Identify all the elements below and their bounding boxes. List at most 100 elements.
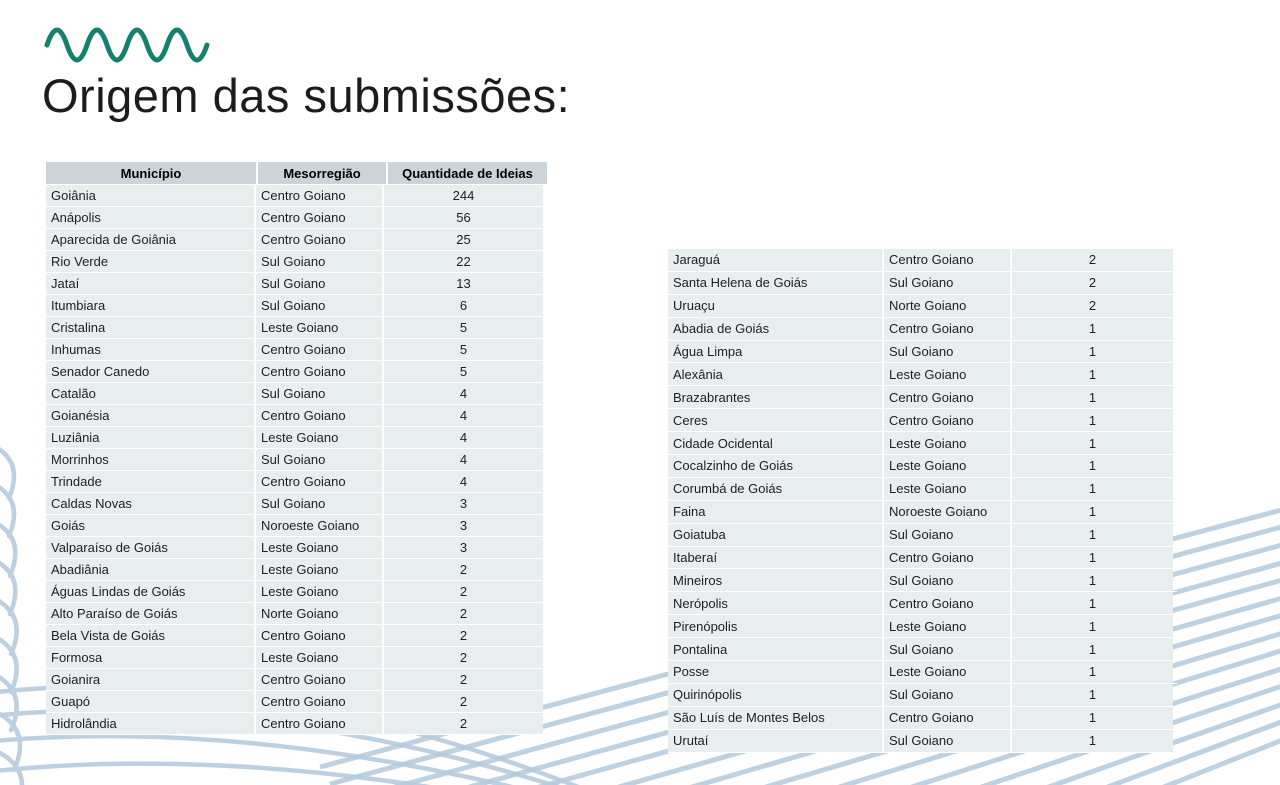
mesorregiao-cell: Centro Goiano — [256, 471, 384, 492]
mesorregiao-cell: Centro Goiano — [256, 185, 384, 206]
table-row: Nerópolis Centro Goiano 1 — [668, 592, 1177, 616]
table-row: Cristalina Leste Goiano 5 — [46, 317, 547, 339]
municipio-cell: Jataí — [46, 273, 256, 294]
mesorregiao-cell: Leste Goiano — [884, 477, 1012, 500]
quantidade-cell: 56 — [384, 207, 543, 228]
mesorregiao-cell: Centro Goiano — [256, 713, 384, 734]
table-row: Abadiânia Leste Goiano 2 — [46, 559, 547, 581]
mesorregiao-cell: Leste Goiano — [256, 317, 384, 338]
mesorregiao-cell: Centro Goiano — [884, 409, 1012, 432]
municipio-cell: Bela Vista de Goiás — [46, 625, 256, 646]
mesorregiao-cell: Sul Goiano — [256, 383, 384, 404]
mesorregiao-cell: Leste Goiano — [256, 427, 384, 448]
table-row: Catalão Sul Goiano 4 — [46, 383, 547, 405]
quantidade-cell: 1 — [1012, 706, 1173, 729]
table-row: Luziânia Leste Goiano 4 — [46, 427, 547, 449]
table-row: Águas Lindas de Goiás Leste Goiano 2 — [46, 581, 547, 603]
municipio-cell: Trindade — [46, 471, 256, 492]
municipio-cell: Água Limpa — [668, 340, 884, 363]
municipio-cell: Caldas Novas — [46, 493, 256, 514]
municipio-cell: Jaraguá — [668, 249, 884, 271]
table-row: Formosa Leste Goiano 2 — [46, 647, 547, 669]
mesorregiao-cell: Centro Goiano — [884, 249, 1012, 271]
mesorregiao-cell: Sul Goiano — [884, 271, 1012, 294]
table-row: Inhumas Centro Goiano 5 — [46, 339, 547, 361]
header-quantidade: Quantidade de Ideias — [388, 162, 547, 184]
table-row: Hidrolândia Centro Goiano 2 — [46, 713, 547, 735]
table-row: Trindade Centro Goiano 4 — [46, 471, 547, 493]
quantidade-cell: 2 — [384, 669, 543, 690]
quantidade-cell: 2 — [384, 713, 543, 734]
table-row: Morrinhos Sul Goiano 4 — [46, 449, 547, 471]
table-row: Jataí Sul Goiano 13 — [46, 273, 547, 295]
mesorregiao-cell: Centro Goiano — [256, 229, 384, 250]
mesorregiao-cell: Noroeste Goiano — [256, 515, 384, 536]
mesorregiao-cell: Sul Goiano — [884, 523, 1012, 546]
table-row: Alto Paraíso de Goiás Norte Goiano 2 — [46, 603, 547, 625]
table-row: São Luís de Montes Belos Centro Goiano 1 — [668, 706, 1177, 730]
quantidade-cell: 1 — [1012, 729, 1173, 752]
municipio-cell: Posse — [668, 661, 884, 683]
table-row: Uruaçu Norte Goiano 2 — [668, 294, 1177, 318]
quantidade-cell: 2 — [384, 559, 543, 580]
mesorregiao-cell: Leste Goiano — [256, 537, 384, 558]
quantidade-cell: 2 — [384, 581, 543, 602]
quantidade-cell: 1 — [1012, 500, 1173, 523]
page-title: Origem das submissões: — [42, 69, 571, 122]
table-row: Anápolis Centro Goiano 56 — [46, 207, 547, 229]
table-row: Corumbá de Goiás Leste Goiano 1 — [668, 477, 1177, 501]
municipio-cell: Santa Helena de Goiás — [668, 271, 884, 294]
quantidade-cell: 1 — [1012, 317, 1173, 340]
quantidade-cell: 1 — [1012, 569, 1173, 592]
mesorregiao-cell: Leste Goiano — [256, 647, 384, 668]
table-row: Valparaíso de Goiás Leste Goiano 3 — [46, 537, 547, 559]
quantidade-cell: 3 — [384, 493, 543, 514]
mesorregiao-cell: Leste Goiano — [884, 432, 1012, 455]
municipio-cell: Uruaçu — [668, 294, 884, 317]
municipio-cell: Goiás — [46, 515, 256, 536]
quantidade-cell: 2 — [1012, 294, 1173, 317]
mesorregiao-cell: Sul Goiano — [256, 295, 384, 316]
mesorregiao-cell: Centro Goiano — [256, 207, 384, 228]
municipio-cell: Pontalina — [668, 638, 884, 661]
municipio-cell: Alexânia — [668, 363, 884, 386]
quantidade-cell: 1 — [1012, 340, 1173, 363]
quantidade-cell: 2 — [384, 625, 543, 646]
table-row: Rio Verde Sul Goiano 22 — [46, 251, 547, 273]
quantidade-cell: 2 — [1012, 249, 1173, 271]
table-row: Cocalzinho de Goiás Leste Goiano 1 — [668, 455, 1177, 478]
quantidade-cell: 3 — [384, 537, 543, 558]
municipio-cell: Abadiânia — [46, 559, 256, 580]
municipio-cell: Alto Paraíso de Goiás — [46, 603, 256, 624]
municipio-cell: Catalão — [46, 383, 256, 404]
quantidade-cell: 1 — [1012, 523, 1173, 546]
quantidade-cell: 13 — [384, 273, 543, 294]
table-row: Urutaí Sul Goiano 1 — [668, 729, 1177, 753]
quantidade-cell: 4 — [384, 405, 543, 426]
table-row: Posse Leste Goiano 1 — [668, 661, 1177, 684]
municipio-cell: Quirinópolis — [668, 683, 884, 706]
header-municipio: Município — [46, 162, 258, 184]
municipio-cell: Itumbiara — [46, 295, 256, 316]
mesorregiao-cell: Leste Goiano — [256, 581, 384, 602]
municipio-cell: São Luís de Montes Belos — [668, 706, 884, 729]
quantidade-cell: 4 — [384, 449, 543, 470]
table-row: Goiânia Centro Goiano 244 — [46, 185, 547, 207]
municipio-cell: Guapó — [46, 691, 256, 712]
municipio-cell: Águas Lindas de Goiás — [46, 581, 256, 602]
quantidade-cell: 4 — [384, 471, 543, 492]
quantidade-cell: 1 — [1012, 363, 1173, 386]
mesorregiao-cell: Sul Goiano — [884, 683, 1012, 706]
table-row: Cidade Ocidental Leste Goiano 1 — [668, 432, 1177, 456]
municipio-cell: Ceres — [668, 409, 884, 432]
table-row: Bela Vista de Goiás Centro Goiano 2 — [46, 625, 547, 647]
municipio-cell: Inhumas — [46, 339, 256, 360]
mesorregiao-cell: Leste Goiano — [884, 615, 1012, 638]
municipio-cell: Hidrolândia — [46, 713, 256, 734]
mesorregiao-cell: Centro Goiano — [884, 546, 1012, 569]
municipio-cell: Senador Canedo — [46, 361, 256, 382]
mesorregiao-cell: Sul Goiano — [256, 273, 384, 294]
municipio-cell: Cristalina — [46, 317, 256, 338]
municipio-cell: Goianira — [46, 669, 256, 690]
municipio-cell: Itaberaí — [668, 546, 884, 569]
